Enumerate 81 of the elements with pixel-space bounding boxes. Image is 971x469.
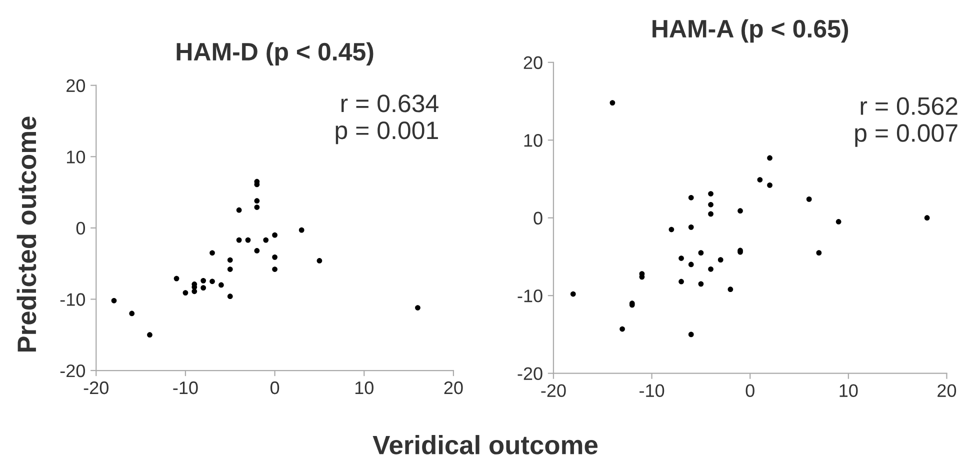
point (698, 250, 704, 256)
point (668, 226, 674, 232)
point (708, 211, 714, 217)
point (728, 286, 734, 292)
point (111, 298, 117, 304)
point (227, 294, 233, 300)
point (698, 281, 704, 287)
point (708, 266, 714, 272)
point (757, 177, 763, 182)
y-tick-label: -20 (518, 367, 542, 380)
x-tick-label: 0 (270, 381, 280, 394)
point (129, 310, 135, 316)
x-tick-label: 10 (840, 384, 858, 398)
point (316, 258, 322, 264)
point (678, 256, 684, 261)
point (610, 100, 616, 106)
y-tick-label: -10 (518, 290, 542, 302)
point (688, 262, 694, 268)
point (678, 278, 684, 284)
point (263, 237, 269, 243)
point (806, 196, 812, 202)
y-tick-label: -20 (60, 364, 86, 378)
point (688, 194, 694, 200)
x-tick-label: 20 (938, 384, 956, 398)
annotation: r = 0.562 (860, 97, 958, 115)
point (218, 282, 224, 288)
point (688, 224, 694, 230)
point (254, 198, 260, 204)
point (272, 232, 278, 238)
point (192, 288, 198, 294)
point (272, 254, 278, 260)
point (298, 227, 304, 233)
point (254, 248, 260, 254)
point (210, 250, 215, 256)
annotation: r = 0.634 (341, 94, 438, 112)
x-tick-label: 0 (746, 384, 754, 398)
point (620, 326, 625, 332)
point (708, 191, 714, 196)
x-tick-label: 20 (444, 381, 463, 394)
chart-title: HAM-A (p < 0.65) (652, 19, 848, 43)
point (767, 155, 772, 161)
point (227, 266, 233, 272)
point (182, 290, 188, 296)
point (236, 207, 242, 213)
y-axis-title: Predicted outcome (16, 116, 36, 352)
x-axis-title: Veridical outcome (372, 435, 598, 454)
y-tick-label: 20 (524, 56, 542, 70)
point (174, 276, 180, 282)
point (272, 266, 278, 272)
x-tick-label: -10 (640, 384, 664, 398)
y-tick-label: 0 (534, 212, 542, 225)
point (147, 332, 152, 338)
point (415, 305, 420, 310)
point (708, 202, 714, 208)
y-tick-label: 10 (67, 150, 86, 164)
point (200, 285, 206, 291)
point (245, 237, 251, 243)
point (254, 204, 260, 210)
point (767, 182, 772, 188)
point (570, 291, 576, 297)
point (236, 237, 242, 243)
point (688, 332, 694, 338)
point (816, 250, 822, 256)
point (200, 278, 206, 284)
y-tick-label: 10 (524, 134, 542, 147)
x-tick-label: -10 (173, 381, 198, 394)
x-tick-label: -20 (84, 381, 108, 394)
point (924, 215, 930, 221)
chart-title: HAM-D (p < 0.45) (176, 42, 374, 66)
y-tick-label: 0 (76, 222, 86, 235)
point (227, 257, 233, 263)
x-tick-label: 10 (355, 381, 374, 394)
x-tick-label: -20 (541, 384, 566, 398)
point (738, 208, 743, 214)
point (718, 257, 724, 263)
point (210, 278, 215, 284)
annotation: p = 0.001 (336, 122, 438, 144)
y-tick-label: 20 (66, 79, 86, 92)
annotation: p = 0.007 (855, 124, 958, 147)
point (836, 219, 842, 224)
y-tick-label: -10 (60, 293, 86, 306)
